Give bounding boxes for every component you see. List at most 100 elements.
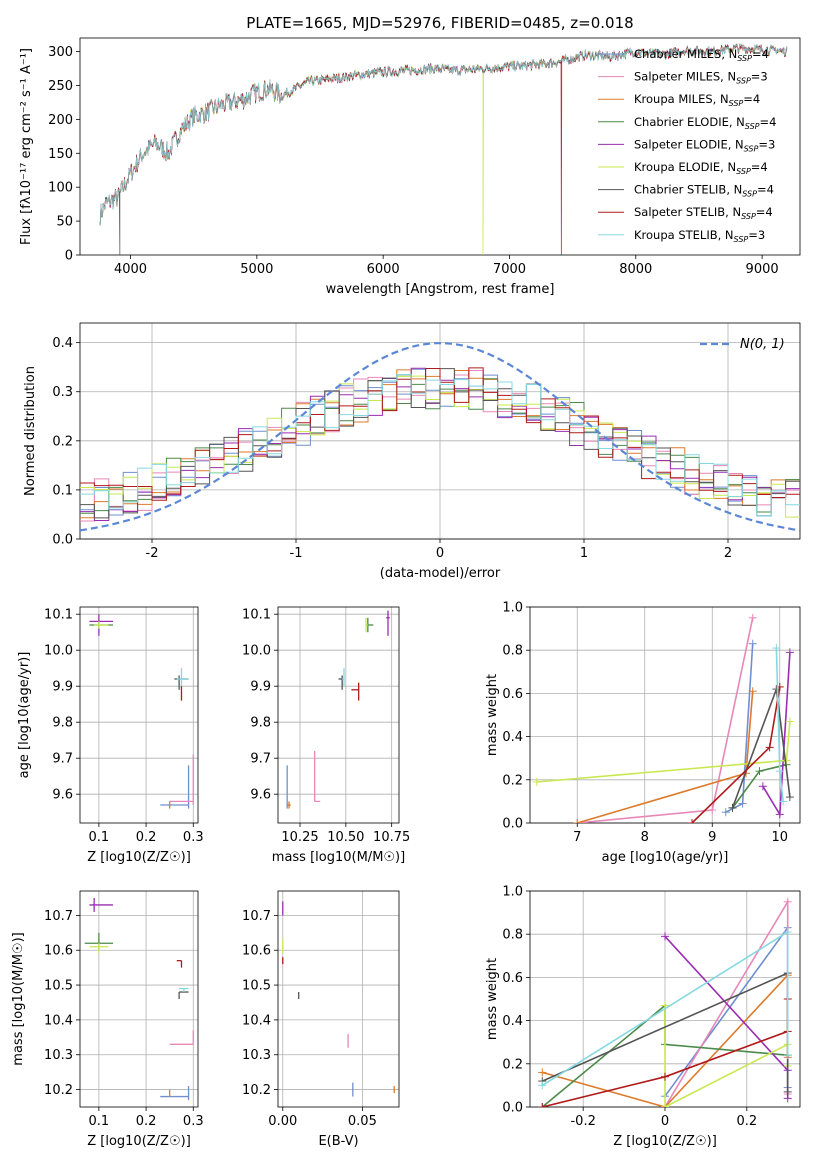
weight-line-chabrier-miles	[664, 925, 789, 1097]
x-tick-label: 0	[436, 546, 444, 561]
y-tick-label: 0	[65, 249, 73, 264]
y-axis-label: Normed distribution	[23, 366, 38, 496]
mass-age-points	[286, 610, 390, 809]
x-tick-label: 0.2	[136, 1114, 157, 1129]
x-tick-label: 0.2	[736, 1114, 757, 1129]
mass-age-panel: 10.25 10.50 10.75 9.6 9.7 9.8 9.9 10.0 10.1 mass …	[242, 606, 410, 865]
y-tick-label: 0.0	[502, 1101, 523, 1116]
y-tick-label: 0.8	[502, 644, 523, 659]
y-tick-label: 9.7	[250, 752, 271, 767]
legend-label: Salpeter ELODIE, NSSP=3	[634, 137, 775, 153]
y-tick-label: 0.0	[52, 533, 73, 548]
y-tick-label: 10.0	[242, 644, 271, 659]
x-tick-label: 0.2	[136, 830, 157, 845]
y-tick-label: 10.7	[242, 909, 271, 924]
y-tick-label: 10.2	[242, 1083, 271, 1098]
legend-label: Chabrier ELODIE, NSSP=4	[634, 115, 776, 131]
weight-line-salpeter-miles	[577, 617, 754, 823]
y-tick-label: 0.2	[52, 434, 73, 449]
y-tick-label: 10.7	[44, 909, 73, 924]
legend-label: Chabrier STELIB, NSSP=4	[634, 183, 774, 199]
Z-weight-panel: -0.2 0 0.2 0.0 0.2 0.4 0.6 0.8 1.0 Z [log10(Z/Z☉)…	[485, 885, 801, 1149]
age-weight-panel: 7 8 9 10 0.0 0.2 0.4 0.6 0.8 1.0 age [log10(age/yr…	[485, 601, 801, 865]
Z-age-panel: 0.1 0.2 0.3 9.6 9.7 9.8 9.9 10.0 10.1 Z [log10(Z/…	[17, 606, 204, 865]
legend-label: Kroupa STELIB, NSSP=3	[634, 228, 765, 244]
weight-line-kroupa-miles	[577, 691, 754, 823]
y-tick-label: 0.2	[502, 773, 523, 788]
ebv-mass-points	[282, 901, 395, 1097]
y-tick-label: 0.6	[502, 971, 523, 986]
hist-kroupa-stelib	[80, 374, 800, 517]
x-tick-label: 10.50	[327, 830, 364, 845]
weight-line-kroupa-elodie	[536, 721, 791, 783]
x-tick-label: 10.75	[373, 830, 410, 845]
x-tick-label: -2	[146, 546, 159, 561]
y-axis-label: mass weight	[485, 958, 500, 1040]
x-axis-label: E(B-V)	[318, 1134, 358, 1149]
x-tick-label: 1	[580, 546, 588, 561]
y-tick-label: 0.8	[502, 928, 523, 943]
y-tick-label: 10.5	[44, 979, 73, 994]
x-tick-label: 9	[708, 830, 716, 845]
axes-frame	[529, 606, 801, 824]
y-tick-label: 10.3	[242, 1048, 271, 1063]
legend-label: Salpeter STELIB, NSSP=4	[634, 205, 773, 221]
gaussian-curve	[80, 342, 800, 532]
y-tick-label: 10.0	[44, 644, 73, 659]
x-tick-label: 0.1	[89, 830, 110, 845]
x-tick-label: 0.3	[183, 830, 204, 845]
x-axis-label: Z [log10(Z/Z☉)]	[87, 1134, 191, 1149]
y-tick-label: 50	[56, 215, 73, 230]
y-tick-label: 1.0	[502, 601, 523, 616]
gaussian-legend-label: N(0, 1)	[740, 337, 785, 352]
x-tick-label: 0.05	[348, 1114, 377, 1129]
x-tick-label: 6000	[367, 262, 400, 277]
axes-frame	[277, 890, 400, 1108]
y-tick-label: 250	[48, 79, 73, 94]
y-tick-label: 300	[48, 45, 73, 60]
legend-label: Kroupa MILES, NSSP=4	[634, 92, 760, 108]
legend-label: Chabrier MILES, NSSP=4	[634, 47, 769, 63]
x-tick-label: -1	[290, 546, 303, 561]
Z-age-points	[89, 614, 194, 809]
spectrum-legend: Chabrier MILES, NSSP=4 Salpeter MILES, NS…	[598, 47, 776, 244]
y-tick-label: 9.9	[52, 680, 73, 695]
y-tick-label: 9.8	[250, 716, 271, 731]
y-tick-label: 0.4	[502, 730, 523, 745]
y-axis-label: mass weight	[485, 674, 500, 756]
x-tick-label: 0.00	[268, 1114, 297, 1129]
x-tick-label: 10	[771, 830, 788, 845]
x-axis-label: age [log10(age/yr)]	[602, 850, 729, 865]
y-tick-label: 200	[48, 113, 73, 128]
age-weight-lines	[532, 613, 794, 823]
y-tick-label: 10.5	[242, 979, 271, 994]
x-axis-label: wavelength [Angstrom, rest frame]	[326, 282, 555, 297]
x-axis-label: Z [log10(Z/Z☉)]	[613, 1134, 717, 1149]
x-tick-label: 0.3	[183, 1114, 204, 1129]
y-tick-label: 10.1	[242, 608, 271, 623]
Z-weight-lines	[538, 897, 792, 1107]
y-axis-label: Flux [fλ10⁻¹⁷ erg cm⁻² s⁻¹ A⁻¹]	[19, 48, 34, 245]
y-tick-label: 0.6	[502, 687, 523, 702]
y-tick-label: 0.2	[502, 1057, 523, 1072]
y-tick-label: 0.1	[52, 483, 73, 498]
axes-frame	[79, 890, 199, 1108]
x-tick-label: 10.25	[281, 830, 318, 845]
y-axis-label: age [log10(age/yr)]	[17, 652, 32, 779]
axes-frame	[79, 37, 801, 256]
figure-title: PLATE=1665, MJD=52976, FIBERID=0485, z=0…	[246, 14, 633, 32]
y-tick-label: 0.0	[502, 817, 523, 832]
x-tick-label: 7	[573, 830, 581, 845]
Z-mass-points	[84, 897, 194, 1101]
Z-mass-panel: 0.1 0.2 0.3 10.2 10.3 10.4 10.5 10.6 10.7 Z [log1…	[11, 890, 204, 1149]
y-tick-label: 0.4	[52, 336, 73, 351]
y-tick-label: 9.6	[52, 788, 73, 803]
y-tick-label: 10.3	[44, 1048, 73, 1063]
y-tick-label: 1.0	[502, 885, 523, 900]
y-tick-label: 0.3	[52, 385, 73, 400]
y-tick-label: 9.6	[250, 788, 271, 803]
y-tick-label: 10.2	[44, 1083, 73, 1098]
axes-frame	[277, 606, 400, 824]
x-tick-label: 4000	[114, 262, 147, 277]
